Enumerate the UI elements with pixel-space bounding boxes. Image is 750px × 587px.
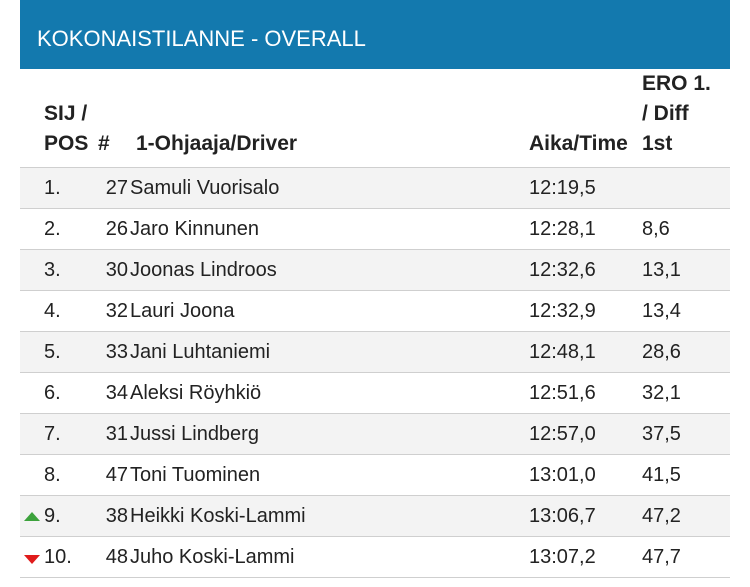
- car-number: 27: [98, 167, 128, 209]
- position-cell: 8.: [20, 454, 98, 496]
- position-cell: 6.: [20, 372, 98, 414]
- position-cell: 9.: [20, 495, 98, 537]
- driver-name: Joonas Lindroos: [128, 249, 529, 291]
- diff-to-first: 47,7: [642, 536, 730, 578]
- driver-name: Juho Koski-Lammi: [128, 536, 529, 578]
- column-header-position-line2: POS: [44, 132, 89, 155]
- total-time: 12:57,0: [529, 413, 642, 455]
- diff-to-first: 8,6: [642, 208, 730, 250]
- diff-to-first: 37,5: [642, 413, 730, 455]
- table-row: 4. 32 Lauri Joona 12:32,9 13,4: [20, 290, 730, 332]
- driver-name: Jussi Lindberg: [128, 413, 529, 455]
- position-value: 1.: [44, 176, 61, 199]
- total-time: 12:28,1: [529, 208, 642, 250]
- total-time: 12:19,5: [529, 167, 642, 209]
- position-value: 8.: [44, 463, 61, 486]
- total-time: 12:48,1: [529, 331, 642, 373]
- position-value: 4.: [44, 299, 61, 322]
- driver-name: Jaro Kinnunen: [128, 208, 529, 250]
- car-number: 30: [98, 249, 128, 291]
- table-row: 7. 31 Jussi Lindberg 12:57,0 37,5: [20, 413, 730, 455]
- diff-to-first: 28,6: [642, 331, 730, 373]
- total-time: 12:51,6: [529, 372, 642, 414]
- table-row: 6. 34 Aleksi Röyhkiö 12:51,6 32,1: [20, 372, 730, 414]
- position-cell: 4.: [20, 290, 98, 332]
- diff-to-first: [642, 167, 730, 209]
- column-header-diff-line1: ERO 1.: [642, 72, 711, 95]
- total-time: 12:32,9: [529, 290, 642, 332]
- diff-to-first: 47,2: [642, 495, 730, 537]
- diff-to-first: 13,4: [642, 290, 730, 332]
- column-header-number: #: [98, 132, 110, 155]
- table-row: 8. 47 Toni Tuominen 13:01,0 41,5: [20, 454, 730, 496]
- position-value: 5.: [44, 340, 61, 363]
- column-header-diff-line2: / Diff: [642, 102, 689, 125]
- table-header-row: SIJ / POS # 1-Ohjaaja/Driver Aika/Time E…: [20, 69, 730, 168]
- position-cell: 2.: [20, 208, 98, 250]
- total-time: 13:06,7: [529, 495, 642, 537]
- driver-name: Lauri Joona: [128, 290, 529, 332]
- driver-name: Aleksi Röyhkiö: [128, 372, 529, 414]
- table-row: 10. 48 Juho Koski-Lammi 13:07,2 47,7: [20, 536, 730, 578]
- position-value: 7.: [44, 422, 61, 445]
- car-number: 38: [98, 495, 128, 537]
- position-cell: 10.: [20, 536, 98, 578]
- up-arrow-icon: [24, 512, 40, 521]
- table-row: 1. 27 Samuli Vuorisalo 12:19,5: [20, 167, 730, 209]
- car-number: 32: [98, 290, 128, 332]
- position-value: 2.: [44, 217, 61, 240]
- table-row: 3. 30 Joonas Lindroos 12:32,6 13,1: [20, 249, 730, 291]
- standings-title: KOKONAISTILANNE - OVERALL: [20, 0, 730, 69]
- driver-name: Jani Luhtaniemi: [128, 331, 529, 373]
- car-number: 48: [98, 536, 128, 578]
- down-arrow-icon: [24, 555, 40, 564]
- table-row: 9. 38 Heikki Koski-Lammi 13:06,7 47,2: [20, 495, 730, 537]
- driver-name: Toni Tuominen: [128, 454, 529, 496]
- diff-to-first: 41,5: [642, 454, 730, 496]
- column-header-driver: 1-Ohjaaja/Driver: [136, 132, 298, 155]
- table-row: 5. 33 Jani Luhtaniemi 12:48,1 28,6: [20, 331, 730, 373]
- total-time: 13:01,0: [529, 454, 642, 496]
- column-header-time: Aika/Time: [529, 132, 628, 155]
- column-header-diff: ERO 1. / Diff 1st: [642, 69, 730, 168]
- diff-to-first: 13,1: [642, 249, 730, 291]
- position-cell: 5.: [20, 331, 98, 373]
- car-number: 31: [98, 413, 128, 455]
- standings-table: SIJ / POS # 1-Ohjaaja/Driver Aika/Time E…: [20, 69, 730, 578]
- position-value: 10.: [44, 545, 72, 568]
- table-row: 2. 26 Jaro Kinnunen 12:28,1 8,6: [20, 208, 730, 250]
- position-cell: 1.: [20, 167, 98, 209]
- car-number: 33: [98, 331, 128, 373]
- car-number: 26: [98, 208, 128, 250]
- position-cell: 7.: [20, 413, 98, 455]
- car-number: 34: [98, 372, 128, 414]
- driver-name: Samuli Vuorisalo: [128, 167, 529, 209]
- position-cell: 3.: [20, 249, 98, 291]
- column-header-diff-line3: 1st: [642, 132, 673, 155]
- position-value: 6.: [44, 381, 61, 404]
- total-time: 12:32,6: [529, 249, 642, 291]
- position-value: 9.: [44, 504, 61, 527]
- column-header-position: SIJ / POS: [20, 69, 98, 168]
- column-header-position-line1: SIJ /: [44, 102, 88, 125]
- diff-to-first: 32,1: [642, 372, 730, 414]
- driver-name: Heikki Koski-Lammi: [128, 495, 529, 537]
- position-value: 3.: [44, 258, 61, 281]
- total-time: 13:07,2: [529, 536, 642, 578]
- car-number: 47: [98, 454, 128, 496]
